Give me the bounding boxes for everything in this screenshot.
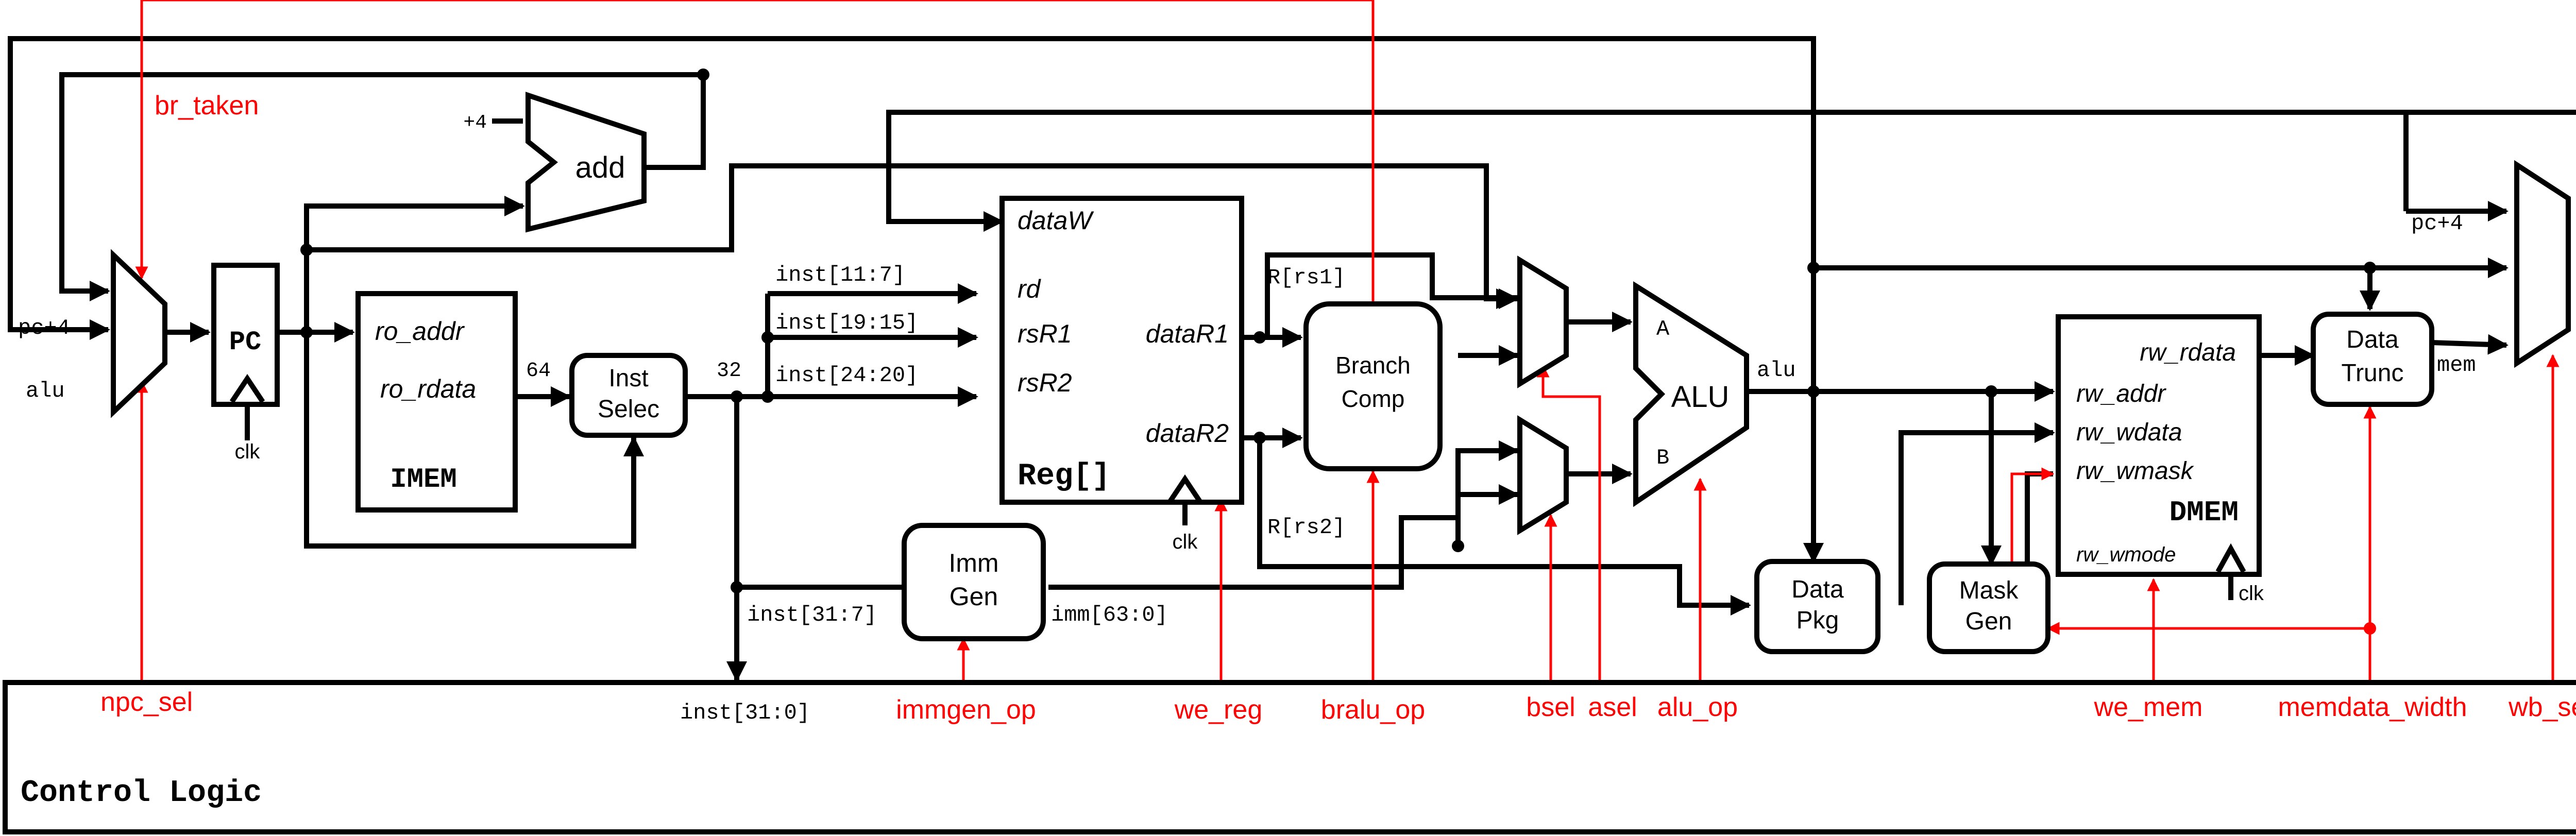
bsel-label: bsel	[1526, 692, 1575, 722]
branch-comp-line1: Branch	[1335, 352, 1411, 379]
asel-mux	[1517, 255, 1569, 388]
bralu-op-label: bralu_op	[1321, 695, 1425, 725]
mem-label: mem	[2437, 353, 2476, 378]
branch-comp-block: Branch Comp	[1303, 301, 1443, 471]
data-pkg-line1: Data	[1791, 576, 1844, 603]
datapath-wires	[8, 36, 2576, 682]
junction-dots	[300, 69, 2376, 593]
data-trunc-line1: Data	[2346, 326, 2399, 353]
w64-label: 64	[526, 360, 551, 383]
branch-comp-line2: Comp	[1342, 385, 1405, 412]
imm-gen-line2: Gen	[950, 582, 998, 611]
alu-op-label: alu_op	[1657, 692, 1738, 722]
imm-label: imm[63:0]	[1051, 603, 1168, 627]
alu-in-label: alu	[26, 379, 65, 403]
data-trunc-line2: Trunc	[2342, 360, 2404, 387]
control-signal-labels: br_taken npc_sel immgen_op we_reg bralu_…	[100, 91, 2576, 725]
w32-label: 32	[717, 360, 741, 383]
reg-dataR1-label: dataR1	[1146, 319, 1229, 348]
reg-rsR1-label: rsR1	[1018, 319, 1072, 348]
br-taken-label: br_taken	[155, 91, 259, 121]
inst-24-20-label: inst[24:20]	[775, 363, 918, 388]
reg-clk-label: clk	[1173, 531, 1198, 553]
alu-title: ALU	[1671, 380, 1730, 414]
alu-a-label: A	[1656, 317, 1670, 342]
dmem-rw-addr-label: rw_addr	[2076, 380, 2166, 407]
alu-b-label: B	[1656, 446, 1669, 470]
wb-sel-label: wb_sel	[2508, 692, 2576, 722]
pc-label: PC	[229, 327, 261, 357]
npc-mux	[111, 249, 167, 418]
control-wires	[135, 0, 2560, 680]
data-pkg-block: Data Pkg	[1754, 559, 1880, 654]
we-mem-label: we_mem	[2094, 692, 2203, 722]
bsel-mux	[1517, 415, 1569, 535]
inst-selec-line1: Inst	[608, 365, 648, 392]
dmem-rw-wmask-label: rw_wmask	[2076, 457, 2195, 485]
inst-31-0-label: inst[31:0]	[680, 701, 810, 725]
rs1-label: R[rs1]	[1267, 265, 1345, 290]
imm-gen-block: Imm Gen	[902, 523, 1046, 641]
asel-label: asel	[1588, 692, 1637, 722]
mask-gen-block: Mask Gen	[1927, 561, 2050, 654]
pc-clk-label: clk	[235, 440, 261, 463]
alu-out-label: alu	[1757, 358, 1796, 383]
inst-11-7-label: inst[11:7]	[775, 263, 905, 287]
wb-mux	[2514, 160, 2571, 368]
pc4-in-label: pc+4	[18, 316, 70, 340]
alu-block: A B ALU	[1633, 281, 1749, 507]
imem-title: IMEM	[390, 464, 457, 496]
inst-31-7-label: inst[31:7]	[747, 603, 877, 627]
dmem-rw-rdata-label: rw_rdata	[2140, 339, 2236, 366]
we-reg-label: we_reg	[1174, 695, 1263, 725]
inst-19-15-label: inst[19:15]	[775, 311, 918, 335]
rs2-label: R[rs2]	[1267, 515, 1345, 540]
control-logic-block: Control Logic	[3, 680, 2576, 834]
imem-ro-rdata-label: ro_rdata	[380, 374, 476, 403]
imem-block: ro_addr ro_rdata IMEM	[355, 291, 518, 513]
dmem-rw-wmode-label: rw_wmode	[2076, 543, 2176, 566]
plus4-label: +4	[463, 112, 487, 134]
pc-adder: add	[526, 92, 647, 233]
dmem-rw-wdata-label: rw_wdata	[2076, 419, 2182, 446]
dmem-block: rw_rdata rw_addr rw_wdata rw_wmask DMEM …	[2056, 314, 2262, 577]
dmem-title: DMEM	[2170, 496, 2239, 529]
imm-gen-line1: Imm	[948, 549, 998, 577]
reg-rd-label: rd	[1018, 275, 1042, 303]
reg-dataR2-label: dataR2	[1146, 419, 1229, 448]
reg-rsR2-label: rsR2	[1018, 368, 1072, 397]
npc-sel-label: npc_sel	[100, 687, 193, 717]
data-trunc-block: Data Trunc	[2311, 312, 2434, 407]
wire-labels: +4 pc+4 alu 64 32 inst[11:7] inst[19:15]…	[18, 112, 2476, 725]
inst-selec-line2: Selec	[598, 396, 659, 423]
register-file: dataW rd rsR1 rsR2 dataR1 dataR2 Reg[]	[999, 196, 1244, 505]
control-logic-label: Control Logic	[21, 776, 262, 811]
immgen-op-label: immgen_op	[896, 695, 1036, 725]
mask-gen-line1: Mask	[1959, 577, 2019, 604]
inst-selec-block: Inst Selec	[569, 353, 688, 438]
pc-register: PC	[211, 263, 280, 407]
mask-gen-line2: Gen	[1965, 608, 2012, 635]
pc4-wb-label: pc+4	[2411, 211, 2463, 236]
reg-title: Reg[]	[1018, 459, 1110, 494]
add-label: add	[575, 151, 625, 184]
imem-ro-addr-label: ro_addr	[375, 317, 465, 346]
memdata-width-label: memdata_width	[2278, 692, 2467, 722]
dmem-clk-label: clk	[2239, 582, 2264, 605]
reg-dataW-label: dataW	[1018, 206, 1094, 235]
data-pkg-line2: Pkg	[1797, 607, 1839, 634]
